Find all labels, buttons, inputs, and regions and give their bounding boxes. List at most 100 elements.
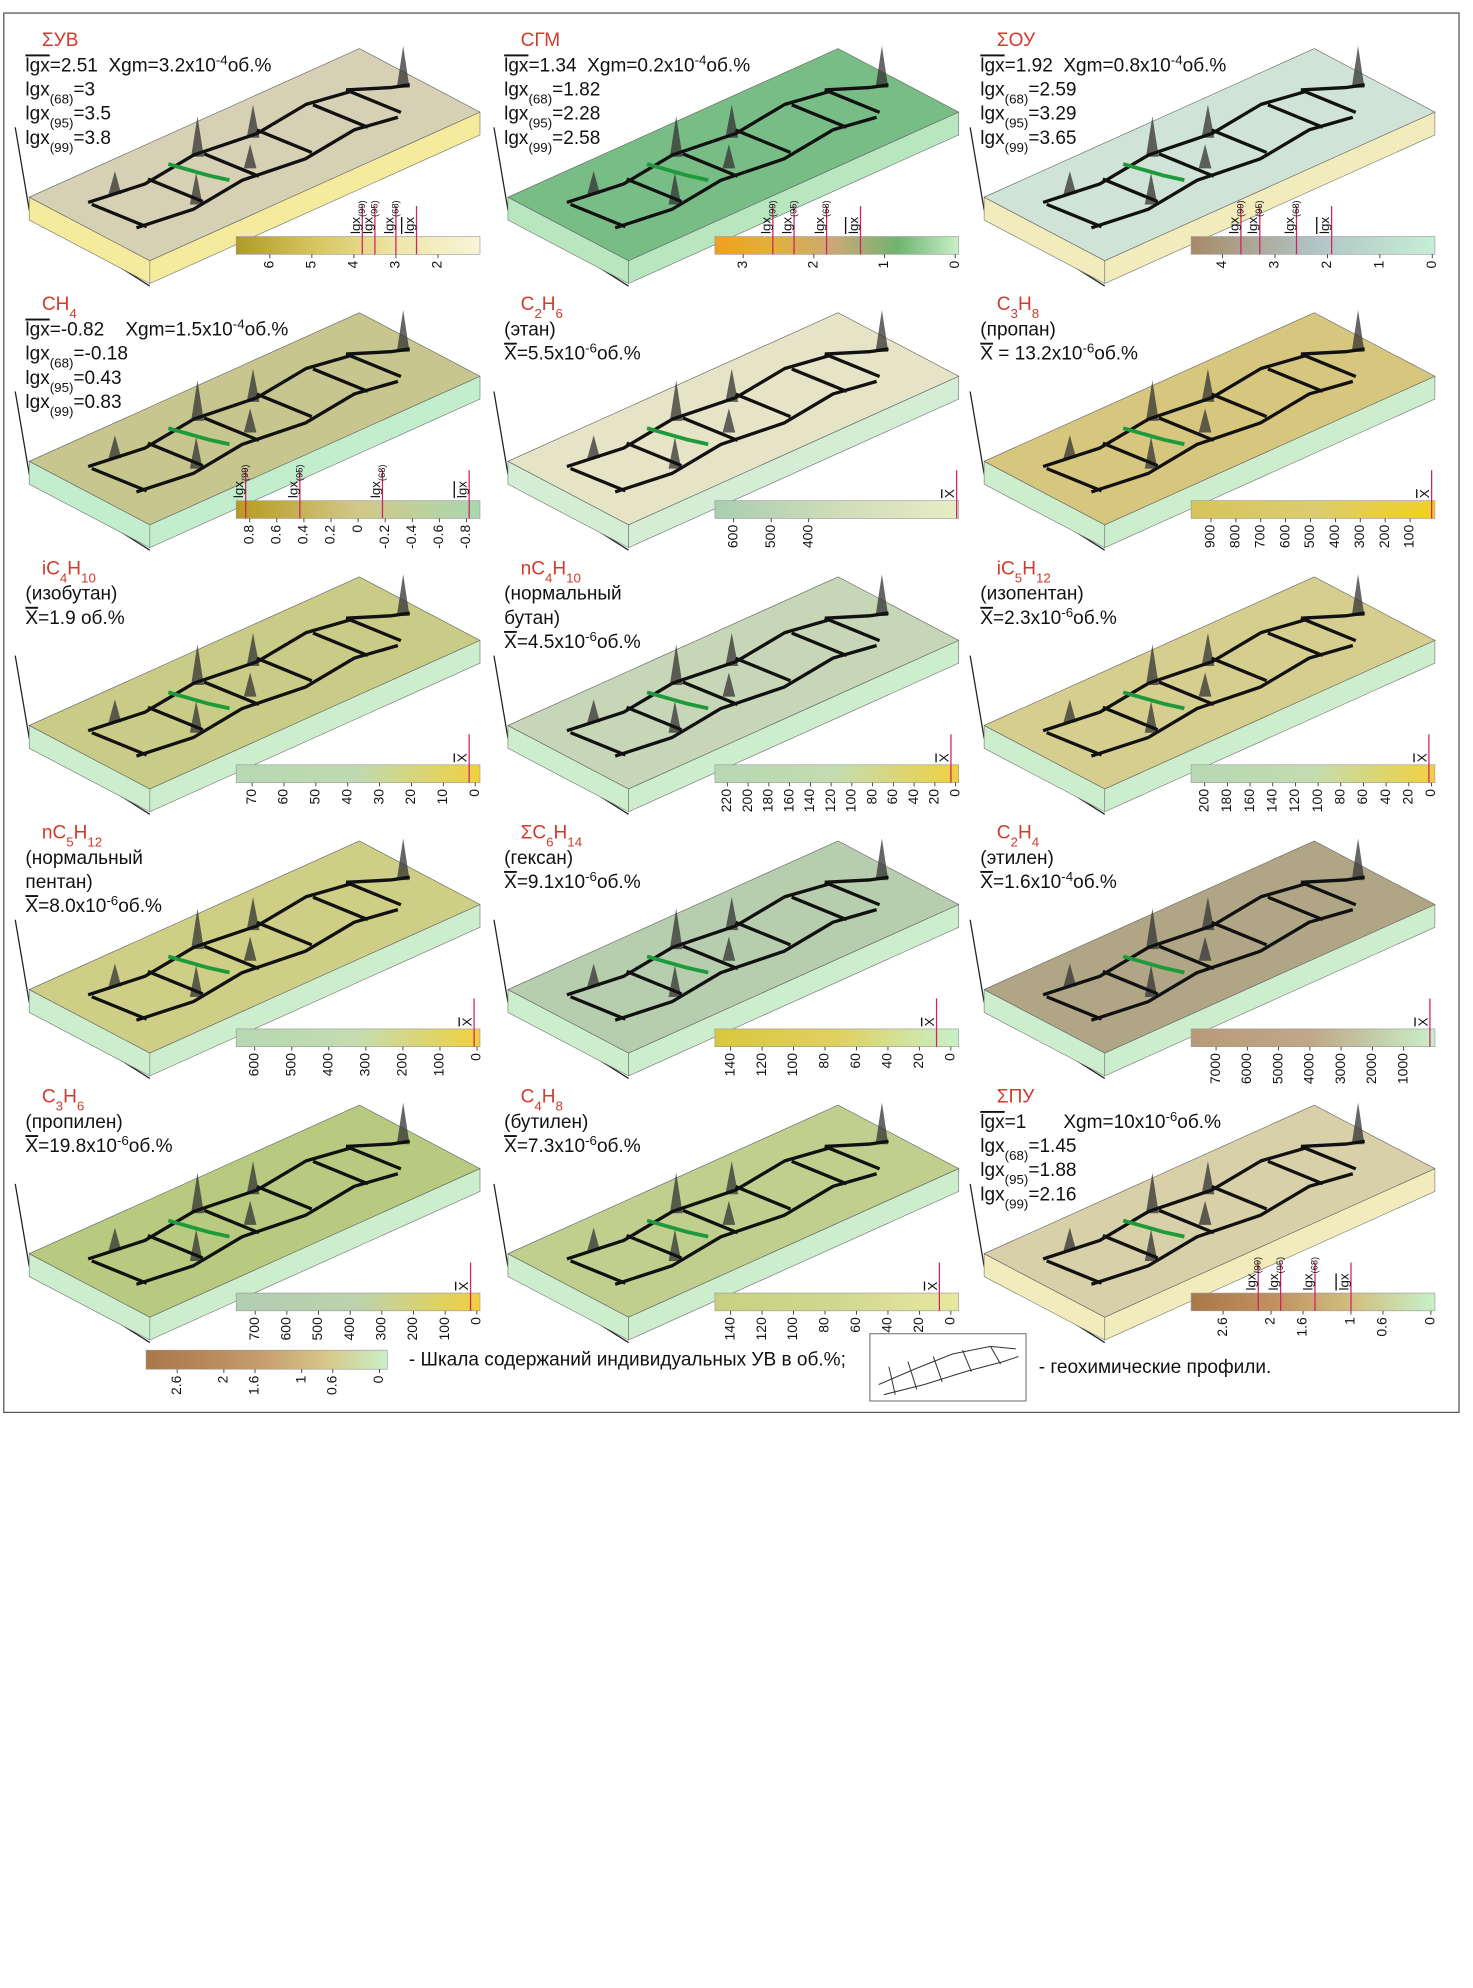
tick-label: 0.2	[322, 525, 338, 545]
tick-label: 2.6	[168, 1375, 184, 1395]
profile-line-green	[646, 690, 709, 711]
panel-line: (нормальный	[25, 848, 143, 869]
text-part: X	[936, 753, 951, 762]
tick-label: 220	[718, 789, 734, 813]
tick-label: 0	[1423, 260, 1439, 268]
tick-label: 140	[801, 789, 817, 813]
color-bar	[235, 1292, 481, 1312]
text-part: (99)	[1235, 200, 1245, 217]
tick-label: 1	[1342, 1317, 1358, 1325]
tick-label: 800	[1227, 525, 1243, 549]
text-part: =0.43	[73, 368, 121, 389]
profile-line	[824, 347, 889, 356]
text-part: X	[942, 489, 957, 498]
profile-line-green	[646, 954, 709, 975]
text-part: lgx	[1282, 217, 1297, 234]
text-part: lgx	[758, 217, 773, 234]
relief-peak	[875, 1102, 889, 1145]
marker-label: lgx(95)	[360, 200, 379, 234]
profile-line	[312, 1159, 369, 1186]
relief-peak	[396, 310, 410, 352]
text-part: =2.58	[552, 128, 600, 149]
text-part: (95)	[528, 115, 552, 130]
profile-line	[345, 611, 411, 620]
relief-peak	[587, 963, 600, 987]
text-part: =8.0x10	[38, 896, 106, 917]
profile-line	[345, 616, 402, 643]
panel-line: lgx(99)=3.8	[25, 128, 111, 155]
relief-peak	[1063, 1227, 1077, 1251]
block-top	[983, 48, 1436, 262]
block-top	[507, 48, 960, 262]
profile-line	[1158, 152, 1215, 178]
relief-peak	[243, 936, 257, 961]
text-part: 10	[81, 570, 96, 585]
panel-line: lgx(99)=2.16	[980, 1184, 1076, 1211]
text-part: 8	[1032, 306, 1039, 321]
tick-label: 500	[282, 1053, 298, 1077]
text-part: lgx	[368, 481, 383, 498]
legend: - Шкала содержаний индивидуальных УВ в о…	[145, 1333, 1271, 1402]
text-part: (этилен)	[980, 848, 1054, 869]
tick-label: 300	[373, 1317, 389, 1341]
relief-peak	[1198, 408, 1212, 433]
text-part: H	[552, 558, 566, 579]
marker-label: X	[1415, 1017, 1430, 1026]
text-part: -4	[1061, 868, 1073, 883]
tick-label: 200	[394, 1053, 410, 1077]
profile-line	[569, 731, 627, 757]
tick-label: 0	[946, 789, 962, 797]
panel-title: ΣC6H14	[521, 822, 583, 849]
text-part: =3	[73, 80, 95, 101]
tick-label: 100	[843, 789, 859, 813]
profile-line	[614, 1172, 878, 1286]
profile-line	[569, 995, 627, 1021]
profile-line	[626, 1234, 683, 1260]
text-part: lgx	[25, 320, 50, 341]
profile-line	[1046, 1259, 1103, 1285]
scale-text: - Шкала содержаний индивидуальных УВ в о…	[409, 1349, 846, 1370]
profile-line	[1158, 944, 1215, 971]
profile-line	[734, 920, 792, 947]
text-part: lgx	[504, 80, 529, 101]
text-part: об.%	[597, 1136, 641, 1157]
text-part: H	[554, 822, 568, 843]
text-part: (95)	[1005, 1172, 1029, 1187]
relief-peak	[1201, 632, 1215, 666]
color-bar	[1190, 236, 1436, 255]
text-part: lgx	[25, 55, 50, 76]
tick-label: 2	[1318, 260, 1334, 268]
text-part: (68)	[377, 464, 387, 481]
relief-peak	[191, 1172, 204, 1214]
profile-line	[256, 920, 313, 947]
tick-label: 10	[434, 789, 450, 805]
profile-icon	[878, 1345, 1019, 1396]
profile-line-green	[167, 426, 230, 447]
tick-label: 0	[946, 260, 962, 268]
text-part: (изопентан)	[980, 584, 1083, 605]
text-part: lgx	[455, 481, 470, 498]
tick-label: 140	[721, 1317, 737, 1341]
block-top	[507, 840, 960, 1054]
panel-line: lgx(95)=3.29	[980, 104, 1076, 131]
text-part: =-0.18	[73, 344, 128, 365]
panel-title: ΣУВ	[42, 30, 79, 51]
profile-line	[1300, 88, 1357, 114]
tick-label: 5	[303, 260, 319, 268]
relief-peak	[1351, 45, 1365, 88]
color-bar	[235, 764, 481, 783]
text-part: X	[980, 608, 993, 629]
relief-peak	[587, 699, 600, 723]
relief-peak	[108, 963, 122, 987]
profile-line	[614, 379, 878, 494]
profile-line	[1300, 352, 1357, 379]
text-part: об.%	[1183, 55, 1227, 76]
profile-line-green	[1122, 954, 1185, 975]
text-part: X	[504, 1136, 517, 1157]
text-part: (99)	[50, 403, 74, 418]
profile-line	[1042, 354, 1306, 469]
relief-peak	[243, 672, 257, 697]
text-part: X	[455, 753, 470, 762]
